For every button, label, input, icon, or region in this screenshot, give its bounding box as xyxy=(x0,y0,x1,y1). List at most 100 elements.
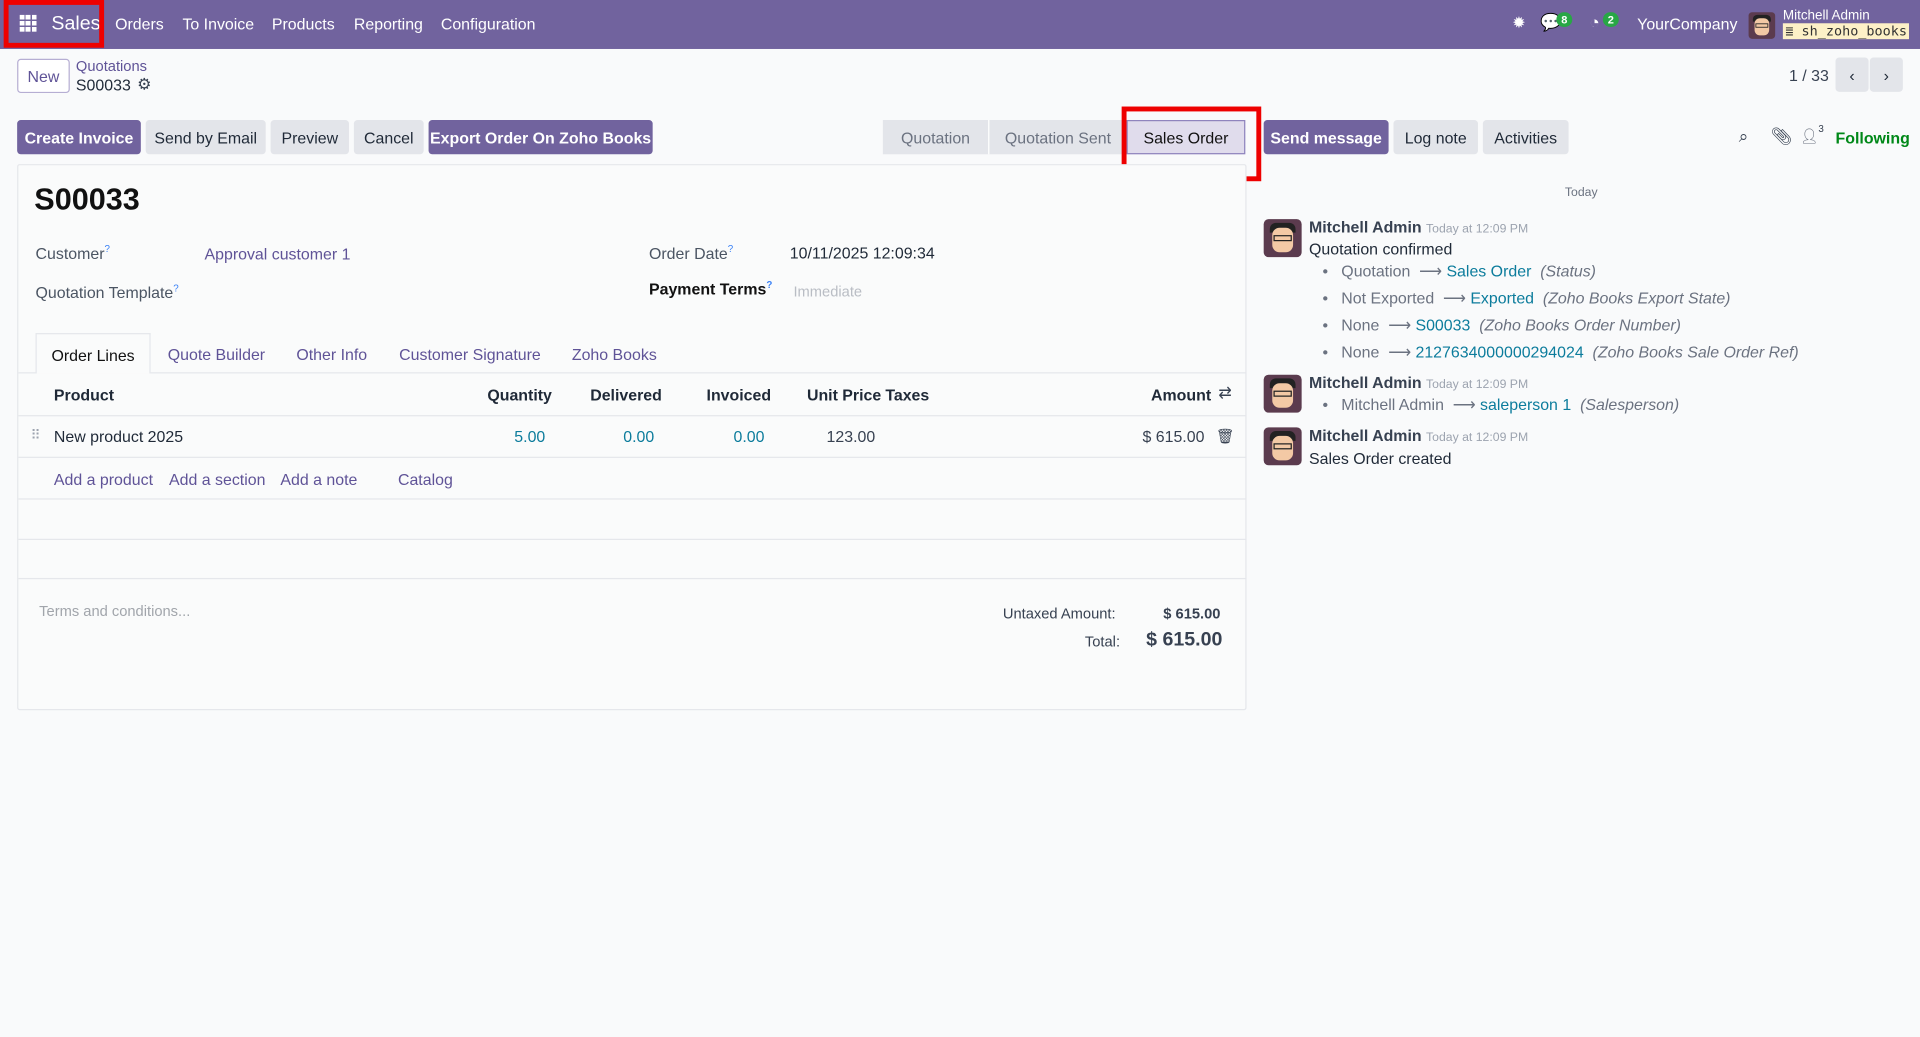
untaxed-value: $ 615.00 xyxy=(1163,604,1221,623)
paperclip-icon[interactable]: 📎︎ xyxy=(1770,126,1793,146)
pager-value[interactable]: 1 / 33 xyxy=(1788,66,1829,85)
status-quotation-sent[interactable]: Quotation Sent xyxy=(988,120,1127,155)
preview-button[interactable]: Preview xyxy=(270,120,349,155)
line-invoiced[interactable]: 0.00 xyxy=(733,427,765,446)
message-author[interactable]: Mitchell Admin xyxy=(1308,217,1422,237)
message-time: Today at 12:09 PM xyxy=(1426,431,1529,445)
message-avatar[interactable] xyxy=(1263,374,1302,413)
trash-icon[interactable]: 🗑︎ xyxy=(1215,427,1235,445)
message-author[interactable]: Mitchell Admin xyxy=(1308,426,1422,445)
row-divider xyxy=(18,456,1247,458)
log-note-button[interactable]: Log note xyxy=(1393,120,1478,155)
line-product[interactable]: New product 2025 xyxy=(53,427,184,446)
line-quantity[interactable]: 5.00 xyxy=(514,427,546,446)
quotation-template-label: Quotation Template? xyxy=(35,282,179,302)
following-button[interactable]: Following xyxy=(1835,128,1910,147)
col-delivered[interactable]: Delivered xyxy=(590,385,662,405)
old-value: Not Exported xyxy=(1341,288,1435,308)
user-name[interactable]: Mitchell Admin xyxy=(1782,8,1870,24)
customer-label: Customer? xyxy=(35,243,110,263)
tab-zoho-books[interactable]: Zoho Books xyxy=(571,345,657,364)
new-value: Exported xyxy=(1470,288,1535,308)
highlight-app xyxy=(3,0,105,48)
create-invoice-button[interactable]: Create Invoice xyxy=(17,120,141,155)
terms-conditions-field[interactable]: Terms and conditions... xyxy=(39,602,191,620)
menu-configuration[interactable]: Configuration xyxy=(440,14,536,34)
user-avatar[interactable] xyxy=(1748,12,1776,39)
pager-next-button[interactable]: › xyxy=(1869,57,1903,92)
customer-field[interactable]: Approval customer 1 xyxy=(204,244,351,264)
export-zoho-button[interactable]: Export Order On Zoho Books xyxy=(428,120,653,155)
chatter-day-separator: Today xyxy=(1564,186,1598,200)
payment-terms-field[interactable]: Immediate xyxy=(793,282,863,301)
row-divider xyxy=(18,498,1247,500)
message-header: Mitchell Admin Today at 12:09 PM xyxy=(1309,426,1528,444)
database-badge: ≣ sh_zoho_books xyxy=(1782,23,1910,40)
send-message-button[interactable]: Send message xyxy=(1263,120,1389,155)
order-date-field[interactable]: 10/11/2025 12:09:34 xyxy=(789,243,935,263)
tab-other-info[interactable]: Other Info xyxy=(296,345,368,364)
menu-orders[interactable]: Orders xyxy=(115,14,164,34)
col-product[interactable]: Product xyxy=(53,385,115,405)
column-settings-icon[interactable]: ⇄ xyxy=(1218,383,1232,402)
breadcrumb-current: S00033 xyxy=(75,75,131,95)
col-unit-price[interactable]: Unit Price xyxy=(806,385,882,405)
gear-icon[interactable]: ⚙ xyxy=(137,74,152,94)
company-name[interactable]: YourCompany xyxy=(1637,14,1738,34)
row-divider xyxy=(18,538,1247,541)
tracking-change: • None ⟶ 2127634000000294024 (Zoho Books… xyxy=(1322,342,1799,362)
tab-quote-builder[interactable]: Quote Builder xyxy=(167,345,266,364)
breadcrumb-quotations[interactable]: Quotations xyxy=(75,57,147,75)
col-amount[interactable]: Amount xyxy=(1151,385,1212,405)
add-note-link[interactable]: Add a note xyxy=(280,470,358,489)
status-quotation[interactable]: Quotation xyxy=(882,120,989,155)
message-avatar[interactable] xyxy=(1263,219,1302,258)
customer-label-text: Customer xyxy=(35,244,105,263)
col-invoiced[interactable]: Invoiced xyxy=(706,385,772,405)
menu-reporting[interactable]: Reporting xyxy=(353,14,423,34)
status-sales-order[interactable]: Sales Order xyxy=(1126,120,1246,155)
line-unit-price[interactable]: 123.00 xyxy=(826,427,876,446)
old-value: None xyxy=(1341,315,1380,335)
app-grid-icon[interactable] xyxy=(19,14,37,32)
quotation-template-field[interactable] xyxy=(204,278,608,305)
activity-clock-icon[interactable]: ◔ xyxy=(1589,12,1600,32)
line-amount: $ 615.00 xyxy=(1142,427,1205,446)
add-product-link[interactable]: Add a product xyxy=(53,470,154,489)
field-name: (Salesperson) xyxy=(1580,395,1680,414)
col-quantity[interactable]: Quantity xyxy=(487,385,552,405)
message-body: Quotation confirmed xyxy=(1308,240,1453,259)
followers-count: 3 xyxy=(1818,123,1824,135)
menu-products[interactable]: Products xyxy=(271,14,335,34)
new-button[interactable]: New xyxy=(17,58,70,94)
add-section-link[interactable]: Add a section xyxy=(168,470,266,489)
search-icon[interactable]: ⌕ xyxy=(1738,126,1749,146)
message-avatar[interactable] xyxy=(1263,427,1302,466)
menu-to-invoice[interactable]: To Invoice xyxy=(182,14,255,34)
old-value: Quotation xyxy=(1341,262,1411,281)
send-by-email-button[interactable]: Send by Email xyxy=(145,120,266,155)
line-delivered[interactable]: 0.00 xyxy=(623,427,655,446)
cancel-button[interactable]: Cancel xyxy=(353,120,424,155)
activities-button[interactable]: Activities xyxy=(1482,120,1569,155)
pager-previous-button[interactable]: ‹ xyxy=(1835,57,1869,92)
terms-label-text: Payment Terms xyxy=(648,279,767,298)
drag-handle-icon[interactable]: ⠿ xyxy=(30,428,41,444)
tab-label: Order Lines xyxy=(51,346,135,365)
form-sheet: S00033 Customer? Approval customer 1 Quo… xyxy=(17,164,1247,711)
row-divider xyxy=(18,577,1247,580)
template-label-text: Quotation Template xyxy=(35,283,174,302)
tab-order-lines[interactable]: Order Lines xyxy=(35,333,151,374)
catalog-link[interactable]: Catalog xyxy=(397,470,453,489)
order-date-label: Order Date? xyxy=(648,243,734,263)
followers-icon[interactable]: 👤︎ xyxy=(1800,127,1819,145)
app-name[interactable]: Sales xyxy=(51,13,101,35)
field-name: (Status) xyxy=(1540,262,1596,281)
message-author[interactable]: Mitchell Admin xyxy=(1308,373,1422,392)
col-taxes[interactable]: Taxes xyxy=(885,385,930,405)
header-divider xyxy=(18,415,1247,417)
field-name: (Zoho Books Order Number) xyxy=(1479,315,1681,335)
date-label-text: Order Date xyxy=(648,244,728,263)
tab-customer-signature[interactable]: Customer Signature xyxy=(399,345,541,364)
bug-icon[interactable]: ✹ xyxy=(1512,13,1526,32)
